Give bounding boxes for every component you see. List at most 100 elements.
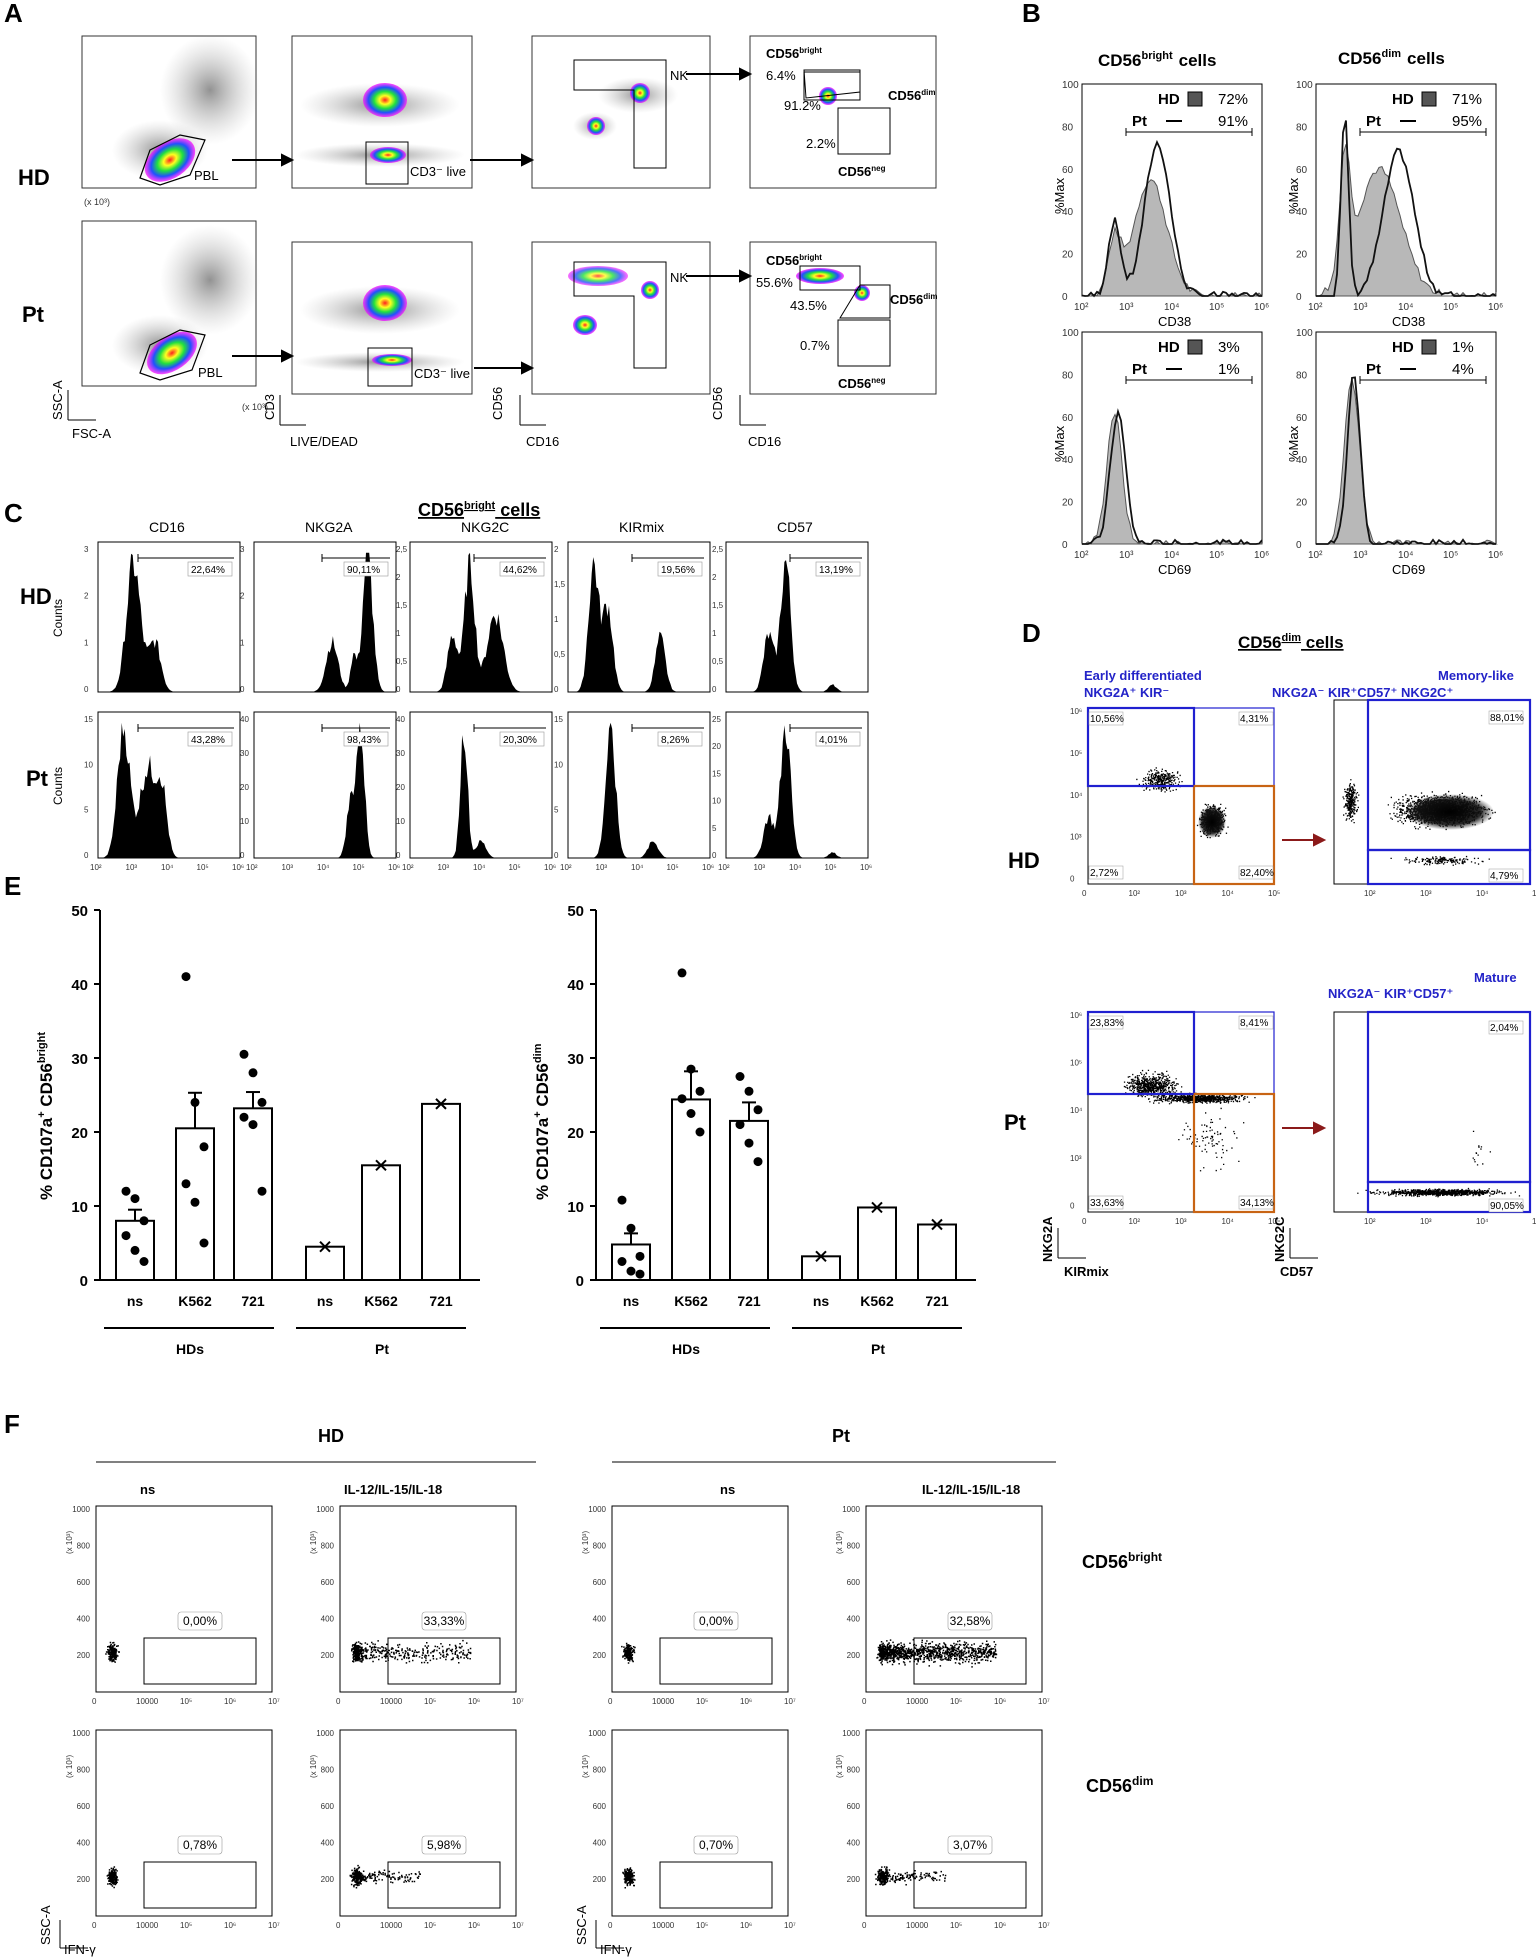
b-hist-plot-0: HD 72% Pt 91% CD38 %Max 10² 10³ 10⁴ 10⁵ 10⁶ 100 80 60…: [1052, 80, 1269, 329]
f-xtick: 10000: [136, 1697, 159, 1706]
f-ytick: 800: [847, 1542, 861, 1551]
e-ytick-label: 20: [567, 1125, 584, 1142]
e-category-label: ns: [813, 1293, 830, 1309]
b-xtick: 10²: [1074, 550, 1089, 561]
b-legend-hd-swatch: [1421, 339, 1437, 355]
b-hd-histogram: [1081, 413, 1263, 545]
c-pct-box: [815, 731, 861, 747]
c-xtick: 10²: [560, 863, 572, 872]
e-ytick-label: 50: [567, 903, 584, 920]
c-ytick: 25: [712, 715, 721, 724]
e-category-label: ns: [127, 1293, 144, 1309]
c-ytick: 40: [240, 715, 249, 724]
c-xtick: 10⁴: [473, 863, 486, 872]
b-xlabel: CD69: [1158, 562, 1191, 577]
e-datapoint: [635, 1269, 645, 1279]
b-xtick: 10⁵: [1209, 302, 1224, 313]
c-pct-box: [499, 561, 545, 577]
f-event-dots: [876, 1639, 998, 1668]
b-xtick: 10⁶: [1254, 550, 1269, 561]
c-ytick: 2: [554, 545, 559, 554]
b-pt-histogram: [1081, 139, 1262, 298]
e-datapoint: [121, 1186, 131, 1196]
e-bar-K562: [857, 1206, 897, 1281]
e-ylabel: % CD107a+ CD56dim: [532, 1043, 552, 1200]
a-col4-xlabel: CD16: [748, 434, 781, 449]
c-pct-box: [499, 731, 545, 747]
e-datapoint: [199, 1238, 209, 1248]
d-quad-pct: 34,13%: [1240, 1198, 1274, 1209]
e-datapoint: [695, 1086, 705, 1096]
e-category-label: ns: [623, 1293, 640, 1309]
f-xtick: 10⁶: [994, 1697, 1006, 1706]
a-hd-subset-plot: CD56bright 6.4% 91.2% 2.2% CD56dim CD56n…: [749, 35, 937, 189]
b-xtick: 10²: [1074, 302, 1089, 313]
panel-b: CD56bright cells CD56dim cells HD 72% Pt 91% C…: [1052, 48, 1503, 577]
d-xtick: 10⁴: [1476, 1217, 1489, 1226]
f-ytick: 200: [593, 1651, 607, 1660]
c-pct-box: [343, 561, 389, 577]
f-ytick: 200: [321, 1875, 335, 1884]
f-pct-box: [421, 1611, 467, 1631]
b-ylabel: %Max: [1286, 425, 1301, 462]
f-yscale: (x 10³): [835, 1755, 844, 1778]
f-ytick: 400: [593, 1839, 607, 1848]
d-right-pct: 2,04%: [1490, 1023, 1518, 1034]
c-hist-area: [568, 722, 710, 858]
f-xtick: 10⁶: [468, 1697, 480, 1706]
f-ytick: 1000: [316, 1729, 334, 1738]
d-early-label-1: Early differentiated: [1084, 668, 1202, 683]
d-kir-gate: [1192, 1092, 1276, 1214]
d-dense-cluster: [1198, 806, 1226, 838]
a-hd-dim-gate: CD56dim: [888, 88, 935, 103]
f-xtick: 0: [336, 1921, 341, 1930]
a-pt-nk-gate-label: NK: [670, 270, 688, 285]
e-datapoint: [139, 1257, 149, 1266]
d-pct-box: [1488, 868, 1524, 883]
b-xtick: 10³: [1353, 550, 1368, 561]
d-title: CD56dim cells: [1238, 632, 1344, 652]
f-xtick: 10000: [906, 1921, 929, 1930]
c-ytick: 2,5: [396, 545, 408, 554]
f-xtick: 10⁷: [512, 1697, 524, 1706]
d-xtick: 10⁵: [1532, 1217, 1536, 1226]
d-pct-box: [1488, 710, 1524, 725]
c-pct: 13,19%: [819, 565, 853, 576]
d-memory-label-2: NKG2A⁻ KIR⁺CD57⁺ NKG2C⁺: [1272, 685, 1453, 700]
c-xtick: 10³: [282, 863, 294, 872]
f-ytick: 800: [77, 1766, 91, 1775]
f-pct-box: [177, 1835, 223, 1855]
f-frame: [95, 1729, 273, 1917]
e-datapoint: [248, 1068, 258, 1078]
c-pct: 4,01%: [819, 735, 847, 746]
f-pct: 32,58%: [950, 1614, 991, 1628]
c-hist-area: [254, 552, 396, 692]
f-ytick: 400: [593, 1615, 607, 1624]
b-xtick: 10⁶: [1488, 302, 1503, 313]
b-ytick: 40: [1296, 207, 1308, 218]
d-xtick: 10²: [1129, 1217, 1141, 1226]
c-pct-box: [657, 561, 703, 577]
c-ytick: 0: [396, 685, 401, 694]
b-xtick: 10⁶: [1254, 302, 1269, 313]
d-right-pct: 4,79%: [1490, 871, 1518, 882]
a-hd-livedead-cd3-plot: CD3⁻ live: [291, 35, 473, 189]
a-pt-fsc-ssc-plot: PBL: [81, 220, 260, 387]
c-xtick: 10⁴: [631, 863, 644, 872]
e-category-label: K562: [860, 1293, 894, 1309]
b-xtick: 10⁵: [1209, 550, 1224, 561]
e-datapoint: [626, 1223, 636, 1233]
e-ytick-label: 20: [71, 1125, 88, 1142]
e-datapoint: [626, 1266, 636, 1276]
e-ylabel-sup2: bright: [36, 1032, 48, 1063]
b-pt-pct: 4%: [1452, 361, 1474, 378]
f-xtick: 10⁷: [512, 1921, 524, 1930]
c-xtick: 10⁴: [161, 863, 174, 872]
d-frame: [1087, 1011, 1275, 1213]
e-bar-721: [917, 1223, 957, 1281]
f-ytick: 600: [593, 1578, 607, 1587]
d-ytick: 0: [1070, 875, 1075, 884]
